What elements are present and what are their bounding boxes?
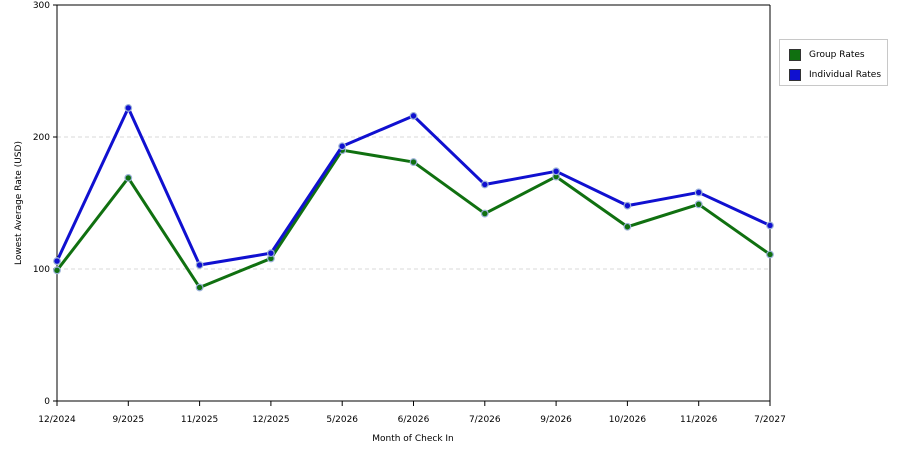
x-tick-label: 7/2027 <box>754 415 786 425</box>
data-point-group-rates <box>53 266 61 275</box>
series-individual-rates <box>53 104 774 269</box>
x-axis-label: Month of Check In <box>372 434 454 444</box>
legend-label-individual-rates: Individual Rates <box>809 70 882 80</box>
x-tick-label: 7/2026 <box>469 415 501 425</box>
y-axis-label: Lowest Average Rate (USD) <box>14 141 24 265</box>
data-point-individual-rates <box>267 249 275 258</box>
data-point-group-rates <box>124 174 133 182</box>
series <box>53 104 774 292</box>
y-tick-label: 100 <box>33 265 50 275</box>
legend-item-individual-rates: Individual Rates <box>789 68 881 82</box>
x-tick-label: 12/2024 <box>38 415 76 425</box>
data-point-individual-rates <box>409 111 418 120</box>
data-point-group-rates <box>409 158 418 166</box>
legend-swatch-group-rates <box>789 49 801 61</box>
data-point-group-rates <box>623 222 632 231</box>
legend-label-group-rates: Group Rates <box>809 50 865 60</box>
x-tick-label: 12/2025 <box>252 415 289 425</box>
series-group-rates <box>53 146 774 292</box>
legend: Group Rates Individual Rates <box>779 39 888 86</box>
x-tick-label: 11/2025 <box>181 415 218 425</box>
data-point-individual-rates <box>53 257 61 265</box>
data-point-group-rates <box>480 209 489 218</box>
series-line-group-rates <box>55 148 772 289</box>
y-tick-label: 300 <box>33 1 50 11</box>
series-line-individual-rates <box>55 106 772 267</box>
y-tick-label: 200 <box>33 133 50 143</box>
x-ticks: 12/2024 9/2025 11/2025 12/2025 5/2026 6/2026 7… <box>38 401 786 425</box>
data-point-group-rates <box>766 250 774 259</box>
y-ticks: 0 100 200 300 <box>33 1 57 407</box>
data-point-individual-rates <box>338 142 347 151</box>
data-point-individual-rates <box>124 104 133 112</box>
gridlines <box>57 136 770 270</box>
x-tick-label: 6/2026 <box>398 415 430 425</box>
legend-item-group-rates: Group Rates <box>789 48 865 62</box>
y-tick-label: 0 <box>44 397 50 407</box>
data-point-group-rates <box>694 200 703 209</box>
x-tick-label: 11/2026 <box>680 415 718 425</box>
data-point-individual-rates <box>623 201 632 210</box>
x-tick-label: 5/2026 <box>326 415 358 425</box>
data-point-individual-rates <box>766 221 774 230</box>
x-tick-label: 9/2025 <box>112 415 144 425</box>
data-point-individual-rates <box>480 180 489 189</box>
data-point-individual-rates <box>552 167 560 176</box>
x-tick-label: 10/2026 <box>609 415 647 425</box>
data-point-individual-rates <box>694 188 703 197</box>
data-point-individual-rates <box>195 261 204 269</box>
x-tick-label: 9/2026 <box>540 415 572 425</box>
data-point-group-rates <box>195 283 204 292</box>
legend-swatch-individual-rates <box>789 69 801 81</box>
